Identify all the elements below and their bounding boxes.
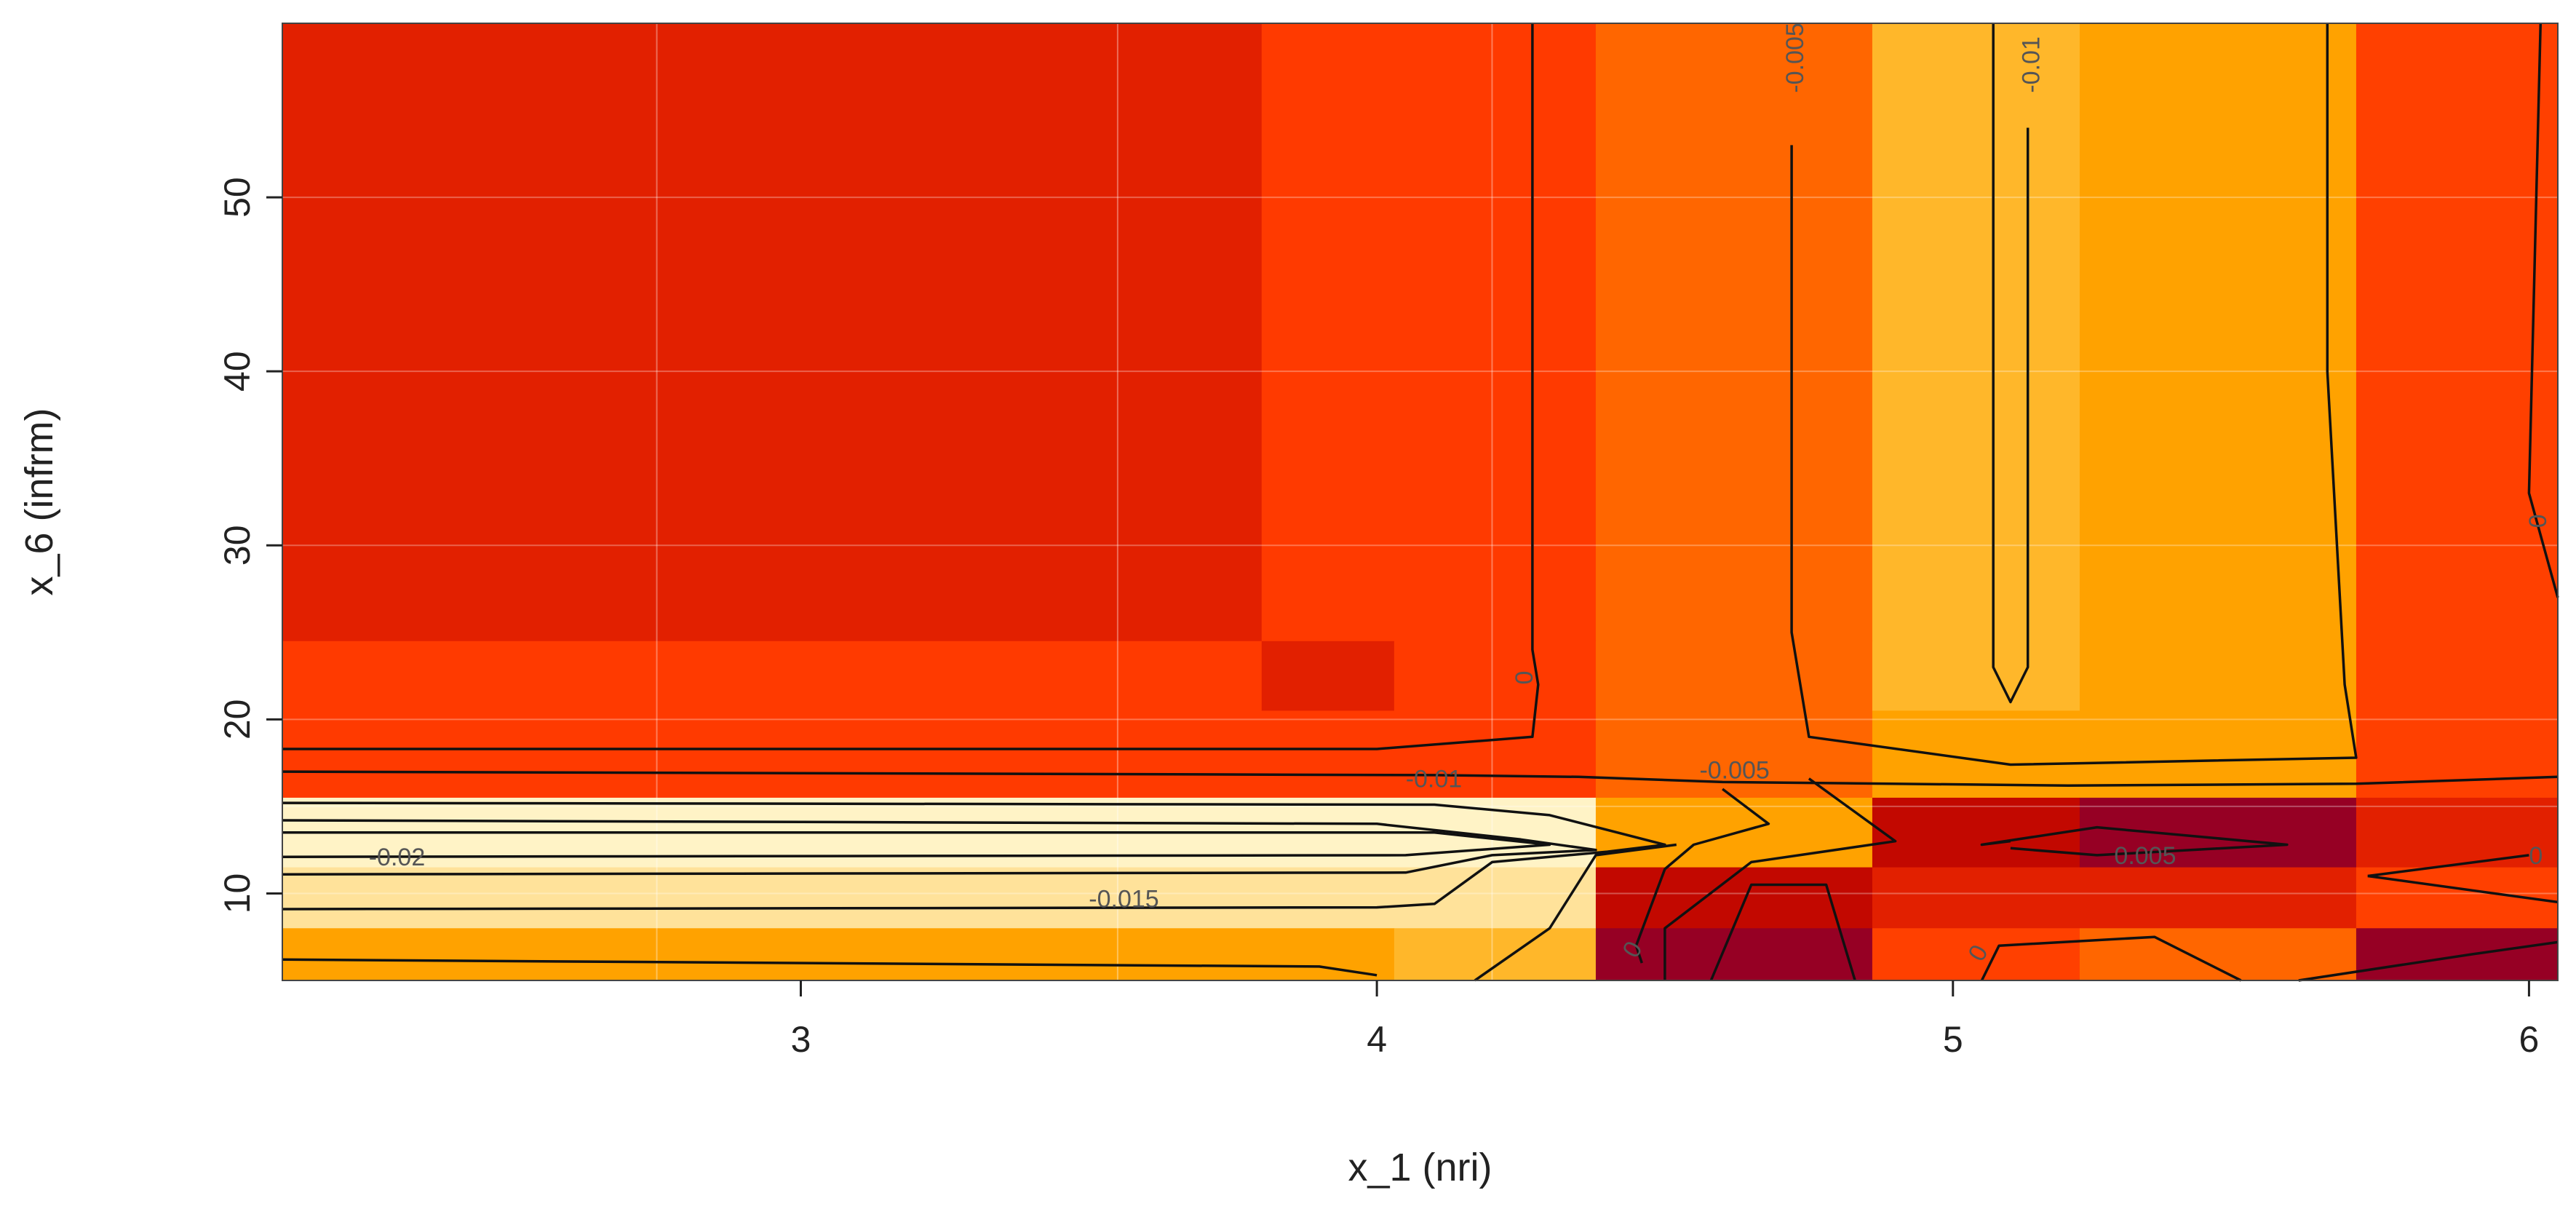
heatmap-cell-29 xyxy=(2356,928,2559,981)
contour-label-1: -0.01 xyxy=(2018,36,2046,93)
x-tick-label-2: 5 xyxy=(1943,1019,1963,1060)
contour-line-13 xyxy=(1980,935,2242,982)
heatmap-cell-11 xyxy=(1872,641,2080,711)
heatmap-cell-27 xyxy=(1872,928,2080,981)
x-tick-label-0: 3 xyxy=(791,1019,811,1060)
contour-lines xyxy=(282,23,2559,982)
contour-label-7: 0.005 xyxy=(2114,842,2176,870)
contour-line-8 xyxy=(282,958,1378,977)
heatmap-cell-5 xyxy=(2356,23,2559,642)
heatmap-cell-14 xyxy=(2356,641,2559,798)
x-tick-label-3: 6 xyxy=(2519,1019,2540,1060)
contour-line-3 xyxy=(1992,23,2030,704)
y-axis: 10 20 30 40 50 xyxy=(217,177,282,913)
contour-label-5: -0.02 xyxy=(369,844,426,871)
heatmap-cell-1 xyxy=(1261,23,1597,642)
heatmap-cell-18 xyxy=(2079,797,2357,868)
contour-line-2 xyxy=(1790,23,2358,766)
y-tick-label-1: 20 xyxy=(217,699,258,740)
grid-lines xyxy=(282,23,2558,980)
heatmap-cell-22 xyxy=(1872,867,2357,929)
y-tick-label-3: 40 xyxy=(217,351,258,392)
heatmap-cell-8 xyxy=(1261,710,1395,798)
y-tick-label-4: 50 xyxy=(217,177,258,218)
contour-line-15 xyxy=(2367,874,2559,904)
heatmap-cell-3 xyxy=(1872,23,2080,642)
plot-frame xyxy=(282,23,2559,981)
x-tick-label-1: 4 xyxy=(1367,1019,1387,1060)
contour-line-1 xyxy=(282,770,2559,787)
y-axis-title: x_6 (infrm) xyxy=(17,408,61,595)
heatmap-cell-4 xyxy=(2079,23,2357,642)
contour-line-12 xyxy=(1709,883,1856,981)
heatmap-cell-20 xyxy=(282,867,1597,929)
contour-line-5 xyxy=(282,801,1666,911)
x-axis-title: x_1 (nri) xyxy=(1348,1146,1492,1189)
contour-label-3: -0.005 xyxy=(1699,757,1769,785)
heatmap-cell-10 xyxy=(1595,641,1873,798)
contour-label-11: 0 xyxy=(2524,514,2552,528)
heatmap-cell-26 xyxy=(1595,928,1873,981)
contour-label-6: -0.015 xyxy=(1089,886,1158,913)
heatmap-cell-28 xyxy=(2079,928,2357,981)
contour-label-0: -0.005 xyxy=(1781,23,1809,92)
heatmap-cell-17 xyxy=(1872,797,2080,868)
contour-line-14 xyxy=(1980,825,2289,857)
heatmap-cell-25 xyxy=(1394,928,1597,981)
heatmap-cell-2 xyxy=(1595,23,1873,642)
contour-label-2: 0 xyxy=(1511,671,1538,685)
contour-line-11 xyxy=(1663,777,1897,980)
contour-line-0 xyxy=(282,23,1540,750)
heatmap-cell-21 xyxy=(1595,867,1873,929)
contour-line-4 xyxy=(2527,23,2559,598)
contour-line-9 xyxy=(1474,843,1677,982)
heatmap-cell-13 xyxy=(2079,641,2357,798)
heatmap-cell-9 xyxy=(1394,641,1597,798)
heatmap-cell-24 xyxy=(282,928,1395,981)
contour-line-16 xyxy=(2367,854,2529,878)
contour-line-6 xyxy=(282,819,1597,876)
contour-line-10 xyxy=(1634,788,1770,964)
contour-line-17 xyxy=(2298,940,2559,982)
heatmap-cell-19 xyxy=(2356,797,2559,868)
contour-label-4: -0.01 xyxy=(1406,766,1463,793)
heatmap-cell-0 xyxy=(282,23,1263,642)
contour-line-7 xyxy=(282,831,1551,858)
x-axis: 3 4 5 6 xyxy=(791,980,2540,1060)
contour-label-8: 0 xyxy=(2529,842,2543,870)
y-tick-label-2: 30 xyxy=(217,525,258,566)
heatmap-cell-7 xyxy=(1261,641,1395,711)
y-tick-label-0: 10 xyxy=(217,873,258,914)
